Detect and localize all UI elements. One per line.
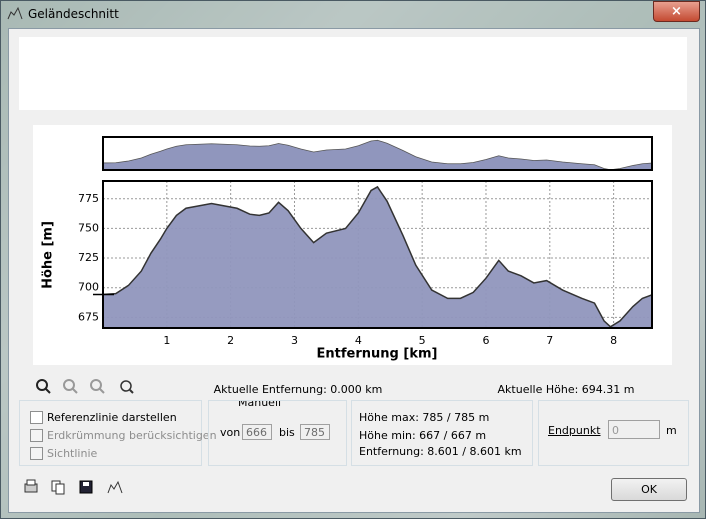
range-group	[208, 400, 347, 466]
elevation-area	[102, 185, 653, 329]
current-height: Aktuelle Höhe: 694.31 m	[498, 383, 635, 396]
x-tick-label: 1	[163, 334, 170, 347]
info-area	[19, 37, 687, 110]
from-label: von	[220, 426, 241, 439]
chart: Aktuelle Entfernung: 0.000 km Aktuelle H…	[36, 136, 653, 396]
x-tick-label: 8	[610, 334, 617, 347]
zoom-toolbar[interactable]	[36, 379, 134, 394]
current-distance: Aktuelle Entfernung: 0.000 km	[214, 383, 383, 396]
window-title: Geländeschnitt	[28, 7, 119, 21]
x-tick-label: 7	[546, 334, 553, 347]
y-tick-label: 750	[78, 221, 99, 234]
y-tick-label: 675	[78, 310, 99, 323]
bottom-toolbar[interactable]	[22, 478, 132, 498]
x-tick-label: 3	[291, 334, 298, 347]
checkbox	[30, 429, 43, 442]
stats-group	[351, 400, 533, 466]
stat-max: Höhe max: 785 / 785 m	[359, 411, 490, 424]
stat-distance: Entfernung: 8.601 / 8.601 km	[359, 445, 522, 458]
option-label: Sichtlinie	[47, 447, 98, 460]
to-label: bis	[279, 426, 295, 439]
endpoint-unit: m	[666, 424, 677, 437]
x-tick-label: 4	[355, 334, 362, 347]
to-input: 785	[300, 424, 330, 440]
overview-area	[102, 139, 653, 171]
options-group	[19, 400, 202, 466]
y-axis-label: Höhe [m]	[41, 221, 56, 289]
y-tick-label: 775	[78, 192, 99, 205]
endpoint-input: 0	[608, 420, 660, 439]
from-input: 666	[242, 424, 272, 440]
endpoint-label: Endpunkt	[548, 424, 601, 437]
endpoint-group	[538, 400, 689, 466]
ok-button[interactable]: OK	[611, 478, 687, 501]
checkbox[interactable]	[30, 411, 43, 424]
option-label: Referenzlinie darstellen	[47, 411, 177, 424]
overview-frame	[102, 136, 653, 171]
option-label: Erdkrümmung berücksichtigen	[47, 429, 217, 442]
x-axis-label: Entfernung [km]	[317, 347, 438, 362]
window-icon	[7, 6, 23, 20]
y-tick-label: 725	[78, 251, 99, 264]
manual-label: Manuell	[238, 401, 282, 409]
checkbox	[30, 447, 43, 460]
y-tick-label: 700	[78, 281, 99, 294]
plot-frame	[102, 180, 653, 329]
x-tick-label: 2	[227, 334, 234, 347]
x-tick-label: 5	[419, 334, 426, 347]
close-button[interactable]: ×	[653, 1, 700, 22]
x-tick-label: 6	[482, 334, 489, 347]
stat-min: Höhe min: 667 / 667 m	[359, 429, 487, 442]
